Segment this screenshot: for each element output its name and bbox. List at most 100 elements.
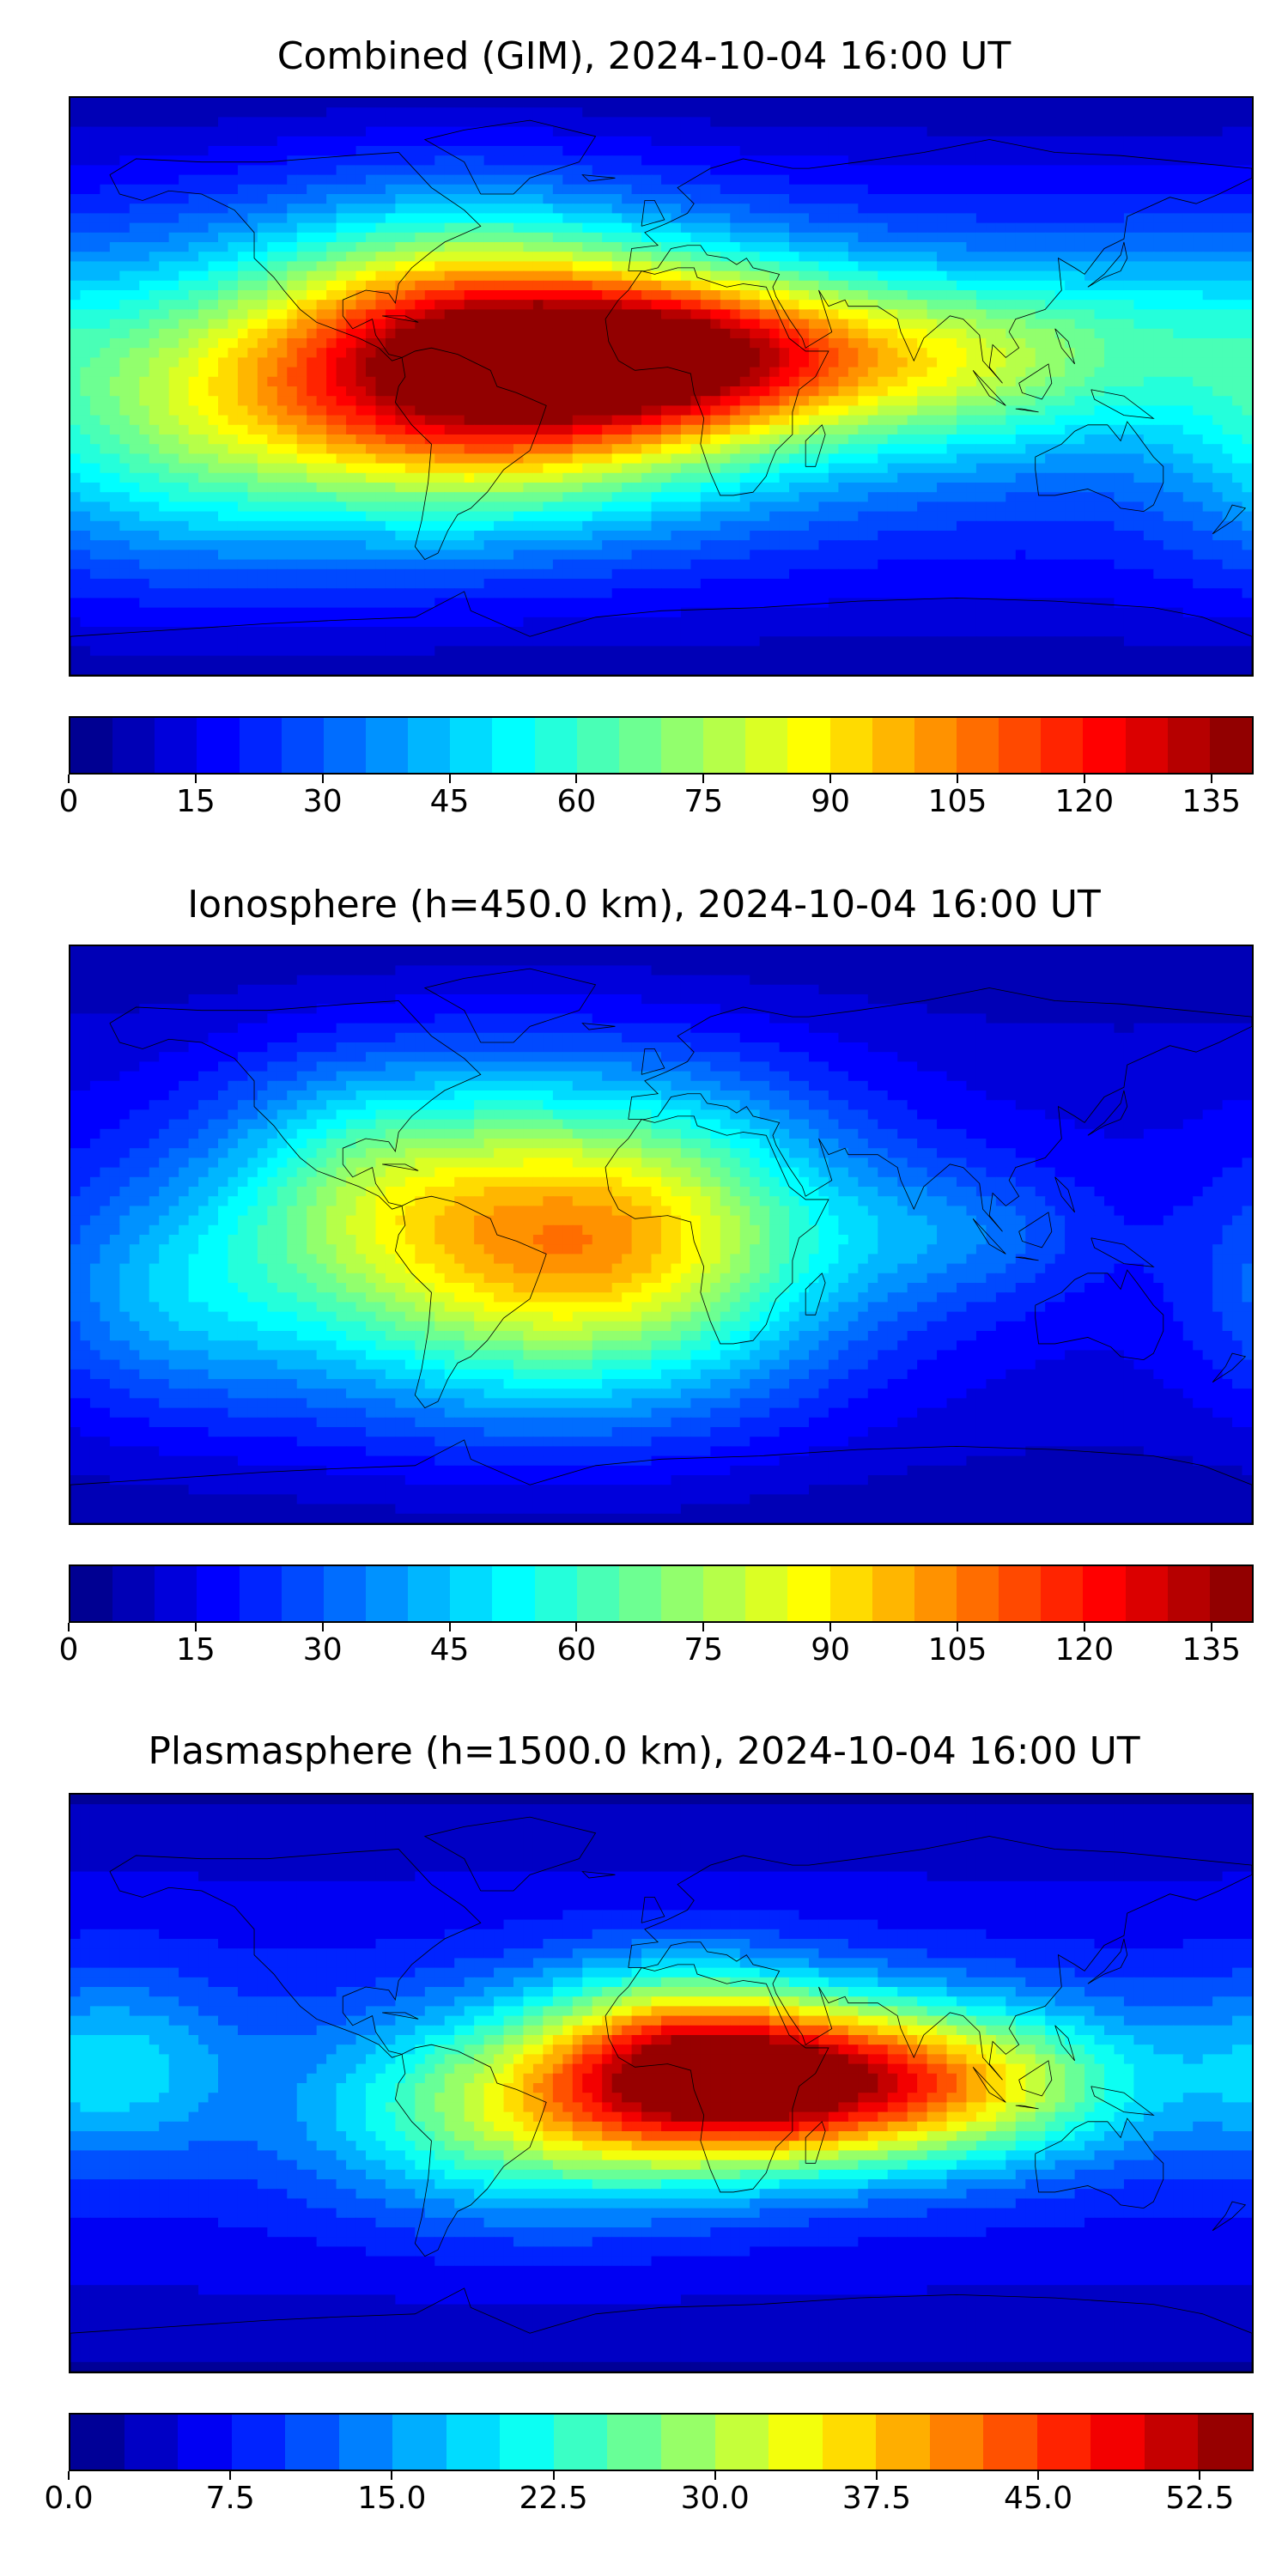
coastline-4 [605,1116,829,1344]
colorbar-segment [1209,718,1252,773]
coastline-12 [1019,364,1052,399]
panel-1-colorbar [69,716,1254,775]
colorbar-tick [575,775,578,783]
colorbar-segment [872,1566,914,1621]
colorbar-tick-label: 15.0 [331,2482,452,2516]
colorbar-tick-label: 45.0 [978,2482,1098,2516]
coastline-8 [641,1897,665,1923]
coastline-15 [1212,1353,1245,1382]
colorbar-tick-label: 45 [390,785,510,819]
colorbar-segment [703,1566,746,1621]
coastline-7 [805,1273,825,1315]
colorbar-tick-label: 60 [516,1633,636,1668]
colorbar-tick [194,775,197,783]
colorbar-segment [999,718,1042,773]
colorbar-tick [448,775,451,783]
coastline-6 [70,592,1252,675]
colorbar-tick [1083,775,1085,783]
coastline-10 [973,1218,1005,1254]
coastline-15 [1212,2202,1245,2231]
coastline-14 [1055,1177,1075,1212]
colorbar-segment [745,718,788,773]
colorbar-segment [446,2415,501,2470]
colorbar-tick-label: 0.0 [9,2482,129,2516]
colorbar-tick [575,1623,578,1631]
coastline-0 [110,1000,481,1209]
colorbar-segment [1167,718,1210,773]
colorbar-segment [660,718,704,773]
coastline-14 [1055,2026,1075,2061]
colorbar-segment [155,1566,197,1621]
colorbar-segment [281,1566,324,1621]
colorbar-tick [875,2471,878,2480]
colorbar-segment [408,1566,451,1621]
colorbar-segment [822,2415,877,2470]
coastline-7 [805,2122,825,2164]
coastline-1 [395,1196,546,1407]
colorbar-segment [492,718,535,773]
colorbar-segment [1091,2415,1145,2470]
panel-2-colorbar [69,1564,1254,1623]
coastline-6 [70,2288,1252,2372]
colorbar-tick-label: 45 [390,1633,510,1668]
panel-2-map [69,945,1254,1525]
colorbar-segment [929,2415,984,2470]
colorbar-segment [914,1566,957,1621]
coastline-15 [1212,505,1245,534]
coastline-10 [973,2067,1005,2102]
colorbar-tick [68,1623,70,1631]
panel-1-map [69,96,1254,677]
colorbar-segment [1167,1566,1210,1621]
colorbar-segment [876,2415,930,2470]
panel-3-colorbar [69,2413,1254,2471]
colorbar-tick-label: 135 [1151,785,1272,819]
coastline-10 [973,370,1005,405]
coastline-7 [805,425,825,467]
colorbar-segment [1083,1566,1126,1621]
colorbar-segment [70,1566,113,1621]
coastline-16 [382,2013,418,2019]
colorbar-tick-label: 22.5 [494,2482,614,2516]
colorbar-segment [365,718,409,773]
colorbar-tick [1210,1623,1212,1631]
colorbar-segment [239,718,282,773]
colorbar-tick [229,2471,232,2480]
colorbar-segment [661,2415,715,2470]
colorbar-segment [155,718,197,773]
colorbar-segment [1083,718,1126,773]
colorbar-tick-label: 30 [263,1633,383,1668]
coastline-13 [1091,2087,1154,2116]
coastline-8 [641,1048,665,1074]
coastline-6 [70,1440,1252,1523]
coastline-11 [1016,409,1039,412]
coastline-11 [1016,1257,1039,1261]
colorbar-segment [956,1566,999,1621]
colorbar-tick [1083,1623,1085,1631]
colorbar-segment [607,2415,662,2470]
colorbar-tick-label: 75 [643,785,763,819]
colorbar-segment [1041,1566,1084,1621]
coastline-2 [425,1817,596,1891]
colorbar-tick [829,775,832,783]
colorbar-segment [745,1566,788,1621]
colorbar-tick [552,2471,555,2480]
colorbar-segment [178,2415,232,2470]
colorbar-segment [618,1566,661,1621]
colorbar-tick-label: 90 [770,785,890,819]
panel-3-field [70,1795,1252,2372]
colorbar-tick [68,775,70,783]
coastline-5 [1036,422,1163,512]
colorbar-tick [702,775,705,783]
colorbar-segment [492,1566,535,1621]
panel-3-title: Plasmasphere (h=1500.0 km), 2024-10-04 1… [0,1729,1288,1774]
colorbar-segment [829,1566,872,1621]
coastline-2 [425,969,596,1042]
coastline-1 [395,2044,546,2256]
colorbar-segment [553,2415,608,2470]
colorbar-tick [957,775,958,783]
coastline-9 [1088,1939,1127,1984]
colorbar-segment [197,718,240,773]
coastline-16 [382,1164,418,1170]
coastline-9 [1088,1091,1127,1135]
colorbar-tick-label: 0 [9,1633,129,1668]
